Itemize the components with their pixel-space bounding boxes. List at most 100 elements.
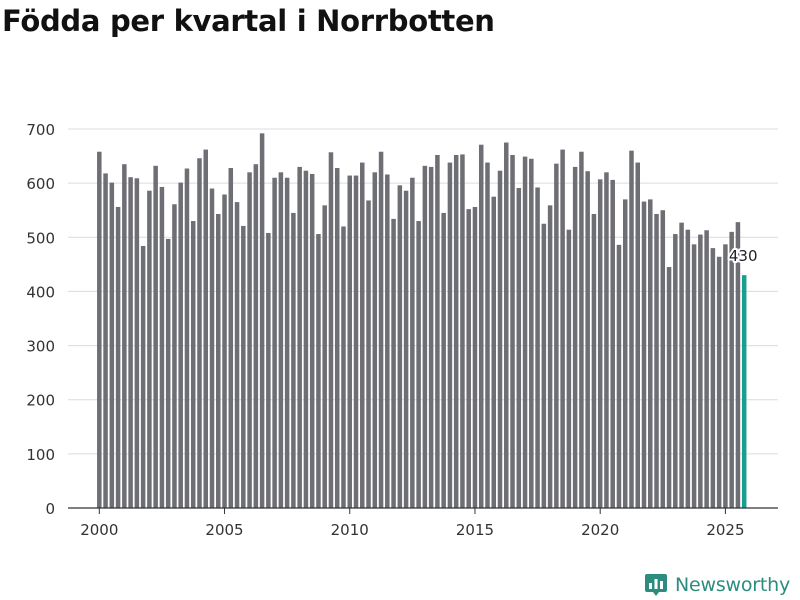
annotations: 430 bbox=[727, 245, 760, 267]
y-tick-label: 700 bbox=[26, 121, 55, 139]
chart-title: Födda per kvartal i Norrbotten bbox=[2, 4, 495, 38]
bar bbox=[422, 165, 428, 508]
bar bbox=[360, 162, 365, 508]
bar bbox=[485, 162, 490, 508]
bar bbox=[253, 164, 259, 508]
y-tick-label: 500 bbox=[26, 229, 55, 247]
bar bbox=[159, 186, 165, 508]
bar bbox=[391, 218, 396, 508]
bar bbox=[629, 150, 634, 508]
bar bbox=[172, 204, 177, 508]
bar bbox=[372, 172, 378, 509]
x-tick-label: 2025 bbox=[706, 521, 744, 539]
bars bbox=[97, 133, 747, 509]
bar bbox=[203, 149, 208, 508]
x-tick-label: 2010 bbox=[331, 521, 369, 539]
bar bbox=[704, 230, 709, 509]
bar bbox=[472, 206, 478, 509]
bar bbox=[291, 212, 296, 508]
bar bbox=[247, 172, 252, 509]
bar bbox=[729, 231, 734, 508]
bar bbox=[297, 166, 302, 508]
bar bbox=[334, 167, 340, 509]
bar bbox=[197, 158, 202, 509]
bar bbox=[585, 171, 590, 508]
bar bbox=[128, 177, 133, 509]
brand-name: Newsworthy bbox=[675, 574, 791, 596]
bar bbox=[710, 248, 716, 508]
newsworthy-logo-icon bbox=[645, 574, 667, 596]
bar bbox=[635, 162, 641, 508]
x-tick-label: 2005 bbox=[205, 521, 243, 539]
bar bbox=[228, 167, 234, 509]
bar bbox=[353, 175, 359, 508]
bar bbox=[504, 142, 509, 509]
bar bbox=[716, 256, 722, 508]
bar bbox=[579, 151, 584, 509]
bar bbox=[410, 177, 415, 508]
bar bbox=[435, 154, 440, 508]
bar bbox=[322, 205, 327, 508]
bar bbox=[303, 170, 309, 508]
bar bbox=[735, 222, 741, 508]
bar bbox=[165, 238, 171, 508]
bar bbox=[140, 245, 146, 508]
bar bbox=[597, 179, 603, 509]
bar bbox=[153, 165, 158, 508]
bar bbox=[366, 200, 371, 508]
x-tick-label: 2020 bbox=[581, 521, 619, 539]
x-tick-label: 2015 bbox=[456, 521, 494, 539]
bar bbox=[685, 229, 691, 508]
bar bbox=[266, 232, 271, 508]
bar bbox=[648, 199, 653, 508]
bar bbox=[234, 202, 240, 509]
bar bbox=[604, 172, 609, 509]
bar bbox=[679, 222, 684, 508]
highlight-value-label: 430 bbox=[729, 247, 758, 265]
bar bbox=[178, 182, 183, 508]
bar bbox=[673, 234, 678, 508]
bar bbox=[328, 152, 334, 508]
y-tick-label: 100 bbox=[26, 446, 55, 464]
bar bbox=[284, 177, 290, 508]
bar bbox=[403, 190, 409, 509]
bar bbox=[666, 267, 672, 508]
bar bbox=[497, 170, 503, 508]
bar bbox=[554, 163, 559, 508]
bar bbox=[347, 175, 352, 508]
bar-highlighted bbox=[741, 275, 747, 508]
bar bbox=[535, 187, 540, 508]
bar bbox=[547, 205, 553, 508]
bar bbox=[184, 168, 190, 508]
bar bbox=[453, 154, 459, 508]
bar bbox=[591, 214, 597, 509]
y-axis-ticks: 0 100 200 300 400 500 600 700 bbox=[26, 121, 55, 518]
bar bbox=[522, 156, 528, 508]
bar bbox=[466, 209, 471, 509]
bar bbox=[216, 214, 221, 509]
bar bbox=[397, 185, 403, 508]
bar bbox=[491, 196, 497, 508]
bar bbox=[241, 225, 246, 508]
bar bbox=[691, 244, 697, 508]
bar bbox=[278, 172, 284, 509]
bar bbox=[385, 174, 390, 509]
newsworthy-brand[interactable]: Newsworthy bbox=[645, 570, 790, 600]
bar bbox=[447, 162, 453, 508]
bar bbox=[560, 149, 565, 508]
bar bbox=[610, 179, 615, 508]
bar bbox=[109, 182, 115, 508]
bar bbox=[460, 154, 465, 508]
bar bbox=[529, 158, 534, 508]
y-tick-label: 200 bbox=[26, 392, 55, 410]
bar bbox=[190, 221, 196, 509]
bar bbox=[441, 212, 446, 508]
bar bbox=[316, 234, 321, 508]
bar bbox=[516, 188, 522, 508]
bar bbox=[272, 177, 277, 508]
y-tick-label: 0 bbox=[45, 500, 55, 518]
bar bbox=[641, 201, 647, 508]
bar bbox=[134, 178, 140, 508]
bar bbox=[103, 173, 108, 508]
